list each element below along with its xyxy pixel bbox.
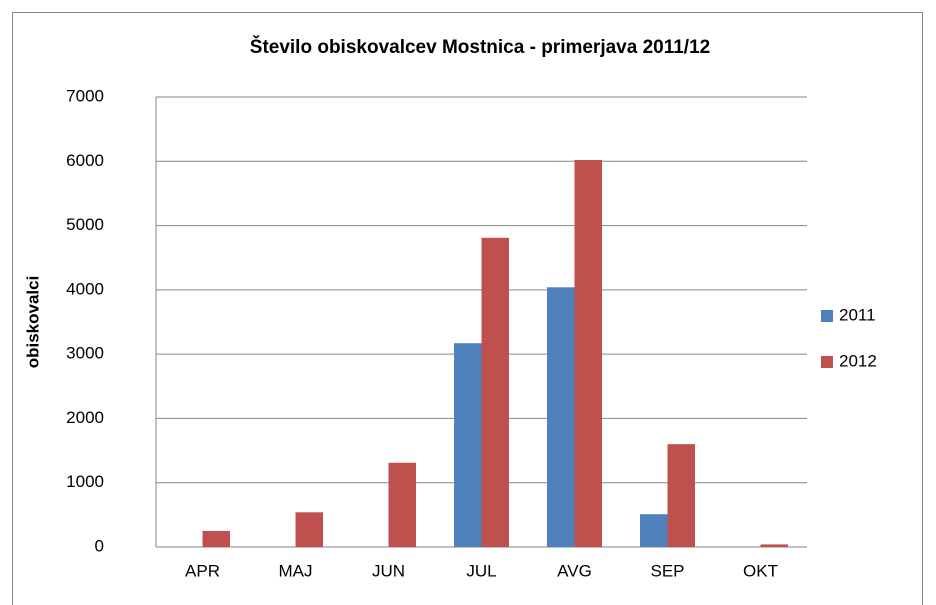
- bar: [640, 514, 668, 547]
- legend-label: 2011: [839, 305, 876, 324]
- y-tick-label: 6000: [66, 151, 104, 170]
- chart-title: Število obiskovalcev Mostnica - primerja…: [250, 36, 710, 58]
- y-axis-label: obiskovalci: [23, 276, 42, 369]
- bar: [295, 512, 323, 547]
- bar: [760, 544, 788, 547]
- y-tick-label: 4000: [66, 279, 104, 298]
- legend-label: 2012: [839, 351, 877, 370]
- y-tick-label: 7000: [66, 86, 104, 105]
- x-tick-label: MAJ: [279, 561, 313, 580]
- bar: [547, 287, 575, 547]
- bar: [388, 462, 416, 547]
- x-tick-label: SEP: [650, 561, 684, 580]
- bar: [481, 237, 509, 548]
- x-tick-label: OKT: [743, 561, 778, 580]
- x-tick-label: JUN: [372, 561, 405, 580]
- y-tick-label: 2000: [66, 408, 104, 427]
- legend-swatch: [821, 310, 833, 322]
- x-tick-label: AVG: [557, 561, 592, 580]
- x-tick-label: APR: [185, 561, 220, 580]
- bar: [202, 530, 230, 547]
- bar: [454, 343, 482, 547]
- y-tick-label: 1000: [66, 472, 104, 491]
- bar: [667, 444, 695, 547]
- legend-swatch: [821, 356, 833, 368]
- y-tick-label: 5000: [66, 215, 104, 234]
- x-tick-label: JUL: [466, 561, 496, 580]
- y-tick-label: 0: [95, 536, 104, 555]
- y-tick-label: 3000: [66, 344, 104, 363]
- bar: [574, 160, 602, 547]
